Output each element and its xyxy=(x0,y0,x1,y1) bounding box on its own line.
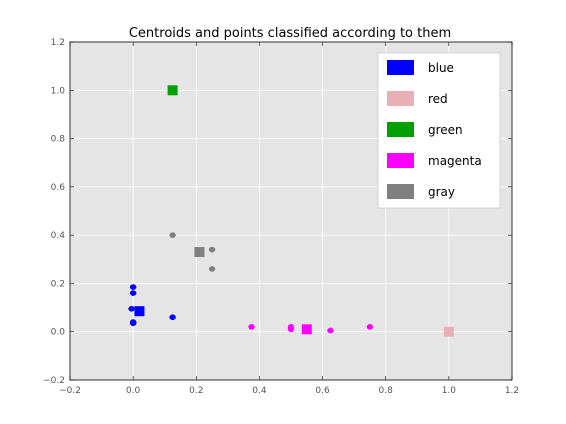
gray-legend-label: gray xyxy=(428,185,455,199)
blue-legend-swatch xyxy=(387,60,414,75)
x-tick-label: 0.4 xyxy=(252,386,267,396)
magenta-centroid xyxy=(301,324,312,335)
gray-legend-swatch xyxy=(387,184,414,199)
green-legend-label: green xyxy=(428,123,463,137)
y-tick-label: 0.6 xyxy=(51,183,66,193)
legend: blue red green magenta gray xyxy=(377,52,501,209)
y-tick-labels: −0.2 0.0 0.2 0.4 0.6 0.8 1.0 1.2 xyxy=(43,38,65,386)
blue-centroid xyxy=(134,306,145,317)
y-tick-label: 0.2 xyxy=(51,279,65,289)
magenta-point xyxy=(327,327,334,334)
magenta-legend-label: magenta xyxy=(428,154,482,168)
x-tick-label: 1.2 xyxy=(505,386,519,396)
magenta-point xyxy=(248,324,255,330)
x-tick-labels: −0.2 0.0 0.2 0.4 0.6 0.8 1.0 1.2 xyxy=(59,386,519,396)
red-centroid xyxy=(443,326,454,337)
green-legend-swatch xyxy=(387,122,414,137)
gray-point xyxy=(208,266,216,272)
x-tick-label: 0.8 xyxy=(379,386,394,396)
red-legend-swatch xyxy=(387,91,414,106)
gray-point xyxy=(208,246,216,253)
x-tick-label: 1.0 xyxy=(442,386,457,396)
data-points xyxy=(128,232,374,334)
green-centroid xyxy=(167,85,178,96)
blue-legend-label: blue xyxy=(428,61,454,75)
y-tick-label: 0.0 xyxy=(51,328,66,338)
y-tick-label: −0.2 xyxy=(43,376,65,386)
y-tick-label: 0.4 xyxy=(51,231,66,241)
blue-point xyxy=(129,284,137,290)
chart-title: Centroids and points classified accordin… xyxy=(129,26,451,41)
magenta-point xyxy=(366,324,374,330)
red-legend-label: red xyxy=(428,92,448,106)
y-tick-label: 1.0 xyxy=(51,86,66,96)
blue-point xyxy=(169,314,176,321)
y-tick-label: 1.2 xyxy=(51,38,65,48)
gray-point xyxy=(169,232,176,238)
x-tick-label: −0.2 xyxy=(59,386,81,396)
gray-centroid xyxy=(194,247,205,258)
blue-point xyxy=(128,305,135,312)
centroids xyxy=(134,85,454,337)
blue-point xyxy=(129,320,137,327)
x-tick-label: 0.0 xyxy=(126,386,141,396)
x-tick-label: 0.6 xyxy=(315,386,330,396)
blue-point xyxy=(129,290,137,296)
magenta-legend-swatch xyxy=(387,153,414,168)
x-tick-label: 0.2 xyxy=(189,386,203,396)
magenta-point xyxy=(287,326,295,333)
y-tick-label: 0.8 xyxy=(51,135,66,145)
